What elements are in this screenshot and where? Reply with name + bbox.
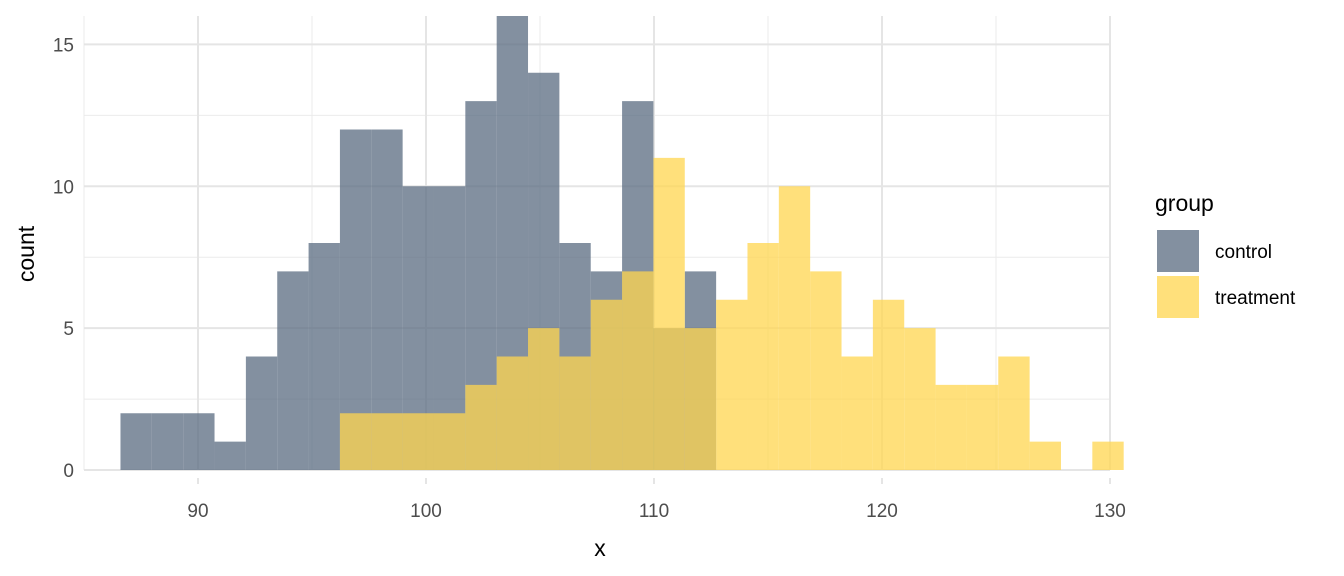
y-axis-title: count	[13, 225, 39, 282]
bar-treatment-23	[841, 356, 873, 470]
bar-treatment-25	[904, 328, 936, 470]
bar-treatment-29	[1029, 441, 1061, 470]
bar-control-0	[120, 413, 152, 470]
bar-control-6	[308, 243, 340, 470]
legend-key-control	[1157, 230, 1199, 272]
bar-treatment-31	[1092, 441, 1124, 470]
y-tick-label-0: 0	[63, 461, 74, 482]
x-tick-label-0: 90	[187, 501, 208, 522]
x-axis-title: x	[594, 535, 606, 561]
bar-treatment-14	[559, 356, 591, 470]
y-tick-label-1: 5	[63, 319, 74, 340]
legend-label-control: control	[1215, 242, 1272, 263]
bar-treatment-19	[716, 299, 748, 470]
axis-tick-labels: 90 100 110 120 130 0 5 10 15	[53, 35, 1126, 522]
bar-treatment-21	[778, 186, 811, 470]
y-tick-label-2: 10	[53, 177, 74, 198]
bar-treatment-17	[653, 157, 685, 470]
histogram-bars	[120, 16, 1124, 470]
y-tick-label-3: 15	[53, 35, 74, 56]
bar-treatment-27	[966, 384, 999, 470]
bar-treatment-18	[684, 328, 717, 470]
legend-label-treatment: treatment	[1215, 288, 1296, 309]
bar-treatment-13	[528, 328, 560, 470]
x-tick-label-1: 100	[410, 501, 442, 522]
bar-control-5	[277, 271, 309, 470]
bar-treatment-20	[747, 243, 779, 470]
bar-treatment-24	[872, 299, 905, 470]
bar-treatment-10	[433, 413, 466, 470]
x-tick-label-4: 130	[1094, 501, 1126, 522]
bar-treatment-26	[935, 384, 967, 470]
legend-key-treatment	[1157, 276, 1199, 318]
bar-control-3	[214, 441, 246, 470]
axis-ticks	[197, 478, 1111, 484]
bar-treatment-22	[810, 271, 842, 470]
legend-title: group	[1155, 190, 1214, 216]
bar-treatment-16	[622, 271, 654, 470]
bar-treatment-12	[496, 356, 529, 470]
bar-treatment-9	[402, 413, 434, 470]
bar-control-2	[183, 413, 215, 470]
bar-treatment-11	[465, 384, 497, 470]
bar-treatment-7	[339, 413, 372, 470]
x-tick-label-2: 110	[639, 501, 669, 522]
bar-treatment-28	[998, 356, 1030, 470]
x-tick-label-3: 120	[866, 501, 898, 522]
legend: group control treatment	[1155, 190, 1296, 318]
bar-control-4	[245, 356, 278, 470]
bar-treatment-15	[590, 299, 623, 470]
bar-control-1	[151, 413, 184, 470]
bar-treatment-8	[371, 413, 403, 470]
